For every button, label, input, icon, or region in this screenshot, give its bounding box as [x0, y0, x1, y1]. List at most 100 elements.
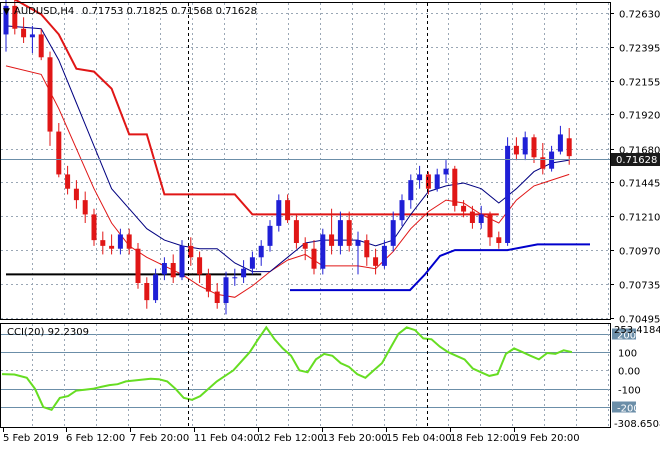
candle-body [373, 257, 379, 266]
symbol-label: AUDUSD,H4 [14, 6, 74, 17]
candle-body [126, 234, 132, 249]
cci-line [1, 325, 573, 411]
candle-body [205, 274, 211, 292]
current-price-text: 0.71628 [616, 155, 657, 166]
cci-tick-label: -100 [618, 386, 641, 397]
candle-body [232, 277, 238, 279]
candle-body [452, 168, 458, 206]
candle-body [29, 34, 35, 38]
price-axis: 0.72630 0.72395 0.72155 0.71920 0.71680 0.714… [610, 10, 660, 326]
cci-tick-label: 0.00 [618, 367, 640, 378]
candle-body [496, 237, 502, 243]
price-tick-label: 0.71920 [619, 111, 660, 122]
candle-body [540, 157, 546, 169]
candle-body [179, 245, 185, 278]
candle-body [329, 234, 335, 246]
cci-min-value: -308.6508 [614, 419, 660, 430]
candle-body [390, 220, 396, 246]
price-tick-label: 0.71680 [619, 146, 660, 157]
time-tick-label: 6 Feb 12:00 [66, 433, 125, 444]
cci-tick-label: 200 [617, 331, 636, 342]
dropdown-icon[interactable]: ▼ [3, 7, 10, 17]
time-tick-label: 11 Feb 04:00 [194, 433, 260, 444]
red-envelope-lower [5, 65, 570, 298]
candle-body [214, 291, 220, 303]
candle-body [364, 240, 370, 258]
candle-body [311, 248, 317, 269]
candle-body [355, 240, 361, 246]
time-tick-label: 18 Feb 12:00 [450, 433, 516, 444]
candle-body [117, 234, 123, 249]
cci-tick-label: -200 [617, 404, 640, 415]
candle-body [549, 151, 555, 169]
current-price-tag [611, 153, 660, 166]
candle-body [293, 220, 299, 243]
candle-body [144, 283, 150, 301]
candle-body [38, 34, 44, 58]
candle-body [557, 134, 563, 152]
red-envelope-upper [13, 0, 499, 216]
candle-body [91, 214, 97, 241]
cci-axis: 200 100 0.00 -100 -200 [612, 328, 641, 415]
price-tick-label: 0.70735 [619, 281, 660, 292]
time-tick-label: 15 Feb 04:00 [386, 433, 452, 444]
candle-body [276, 200, 282, 226]
candle-body [135, 248, 141, 283]
cci-level-badge [612, 328, 636, 340]
time-tick-label: 19 Feb 20:00 [514, 433, 580, 444]
candle-body [461, 205, 467, 212]
candle-body [65, 174, 71, 189]
candle-body [56, 131, 62, 175]
navy-moving-average [5, 25, 570, 273]
candle-body [109, 245, 115, 249]
candle-body [320, 234, 326, 269]
candle-body [21, 28, 27, 38]
cci-level-badge [612, 401, 636, 413]
price-tick-label: 0.70970 [619, 247, 660, 258]
candle-body [302, 243, 308, 249]
candle-body [522, 137, 528, 155]
candle-body [197, 257, 203, 275]
time-tick-label: 5 Feb 2019 [3, 433, 59, 444]
candle-body [223, 277, 229, 303]
candle-body [469, 211, 475, 223]
cci-tick-label: 100 [618, 349, 637, 360]
candle-body [566, 138, 572, 157]
candle-body [505, 145, 511, 243]
price-tick-label: 0.71210 [619, 213, 660, 224]
candle-body [434, 174, 440, 189]
cci-label: CCI(20) 92.2309 [7, 327, 89, 338]
candle-body [425, 174, 431, 189]
candle-body [170, 263, 176, 278]
main-panel-frame [0, 2, 611, 320]
candle-body [443, 168, 449, 175]
time-tick-label: 7 Feb 20:00 [130, 433, 189, 444]
candle-body [337, 220, 343, 246]
candle-body [381, 245, 387, 266]
time-tick-label: 12 Feb 12:00 [258, 433, 324, 444]
candle-body [408, 180, 414, 201]
blue-support-line [290, 243, 590, 292]
candle-body [249, 257, 255, 269]
candle-body [285, 200, 291, 221]
candle-body [47, 57, 53, 132]
price-tick-label: 0.72630 [619, 10, 660, 21]
candles [3, 0, 572, 315]
candle-body [100, 240, 106, 246]
time-axis: 5 Feb 2019 6 Feb 12:00 7 Feb 20:00 11 Feb 0… [3, 428, 580, 444]
candle-body [399, 200, 405, 221]
candle-body [258, 245, 264, 258]
candle-body [82, 200, 88, 215]
candle-body [3, 5, 9, 35]
indicator-overlays [5, 0, 590, 298]
candle-body [188, 245, 194, 258]
cci-max-value: 253.4184 [614, 325, 660, 336]
candle-body [73, 188, 79, 201]
price-tick-label: 0.72395 [619, 44, 660, 55]
price-tick-label: 0.70495 [619, 315, 660, 326]
candle-body [161, 263, 167, 275]
candle-body [153, 274, 159, 301]
candle-body [513, 145, 519, 155]
